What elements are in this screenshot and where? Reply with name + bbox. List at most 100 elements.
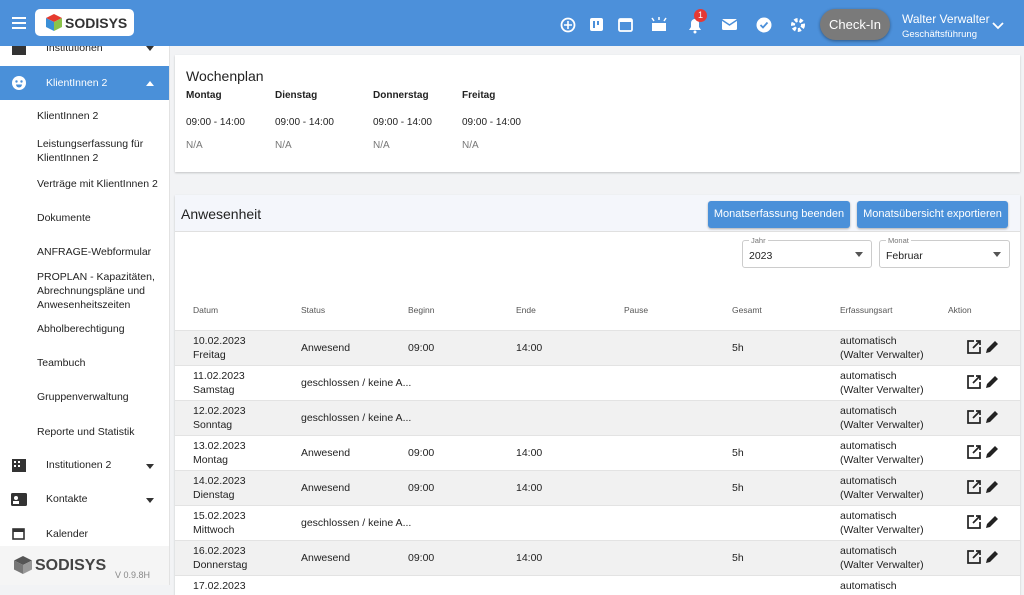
nav-item[interactable]: Kalender (46, 528, 89, 540)
building-icon (12, 459, 26, 472)
cell: 14:00 (516, 447, 543, 459)
cell: Dienstag (193, 489, 235, 501)
actions (966, 549, 1000, 570)
card-title: Wochenplan (186, 68, 264, 84)
user-chevron[interactable] (992, 22, 1004, 30)
day-time: 09:00 - 14:00 (373, 117, 432, 128)
cell: Anwesend (301, 482, 351, 494)
cell: 17.02.2023 (193, 580, 246, 592)
cell: (Walter Verwalter) (840, 454, 924, 466)
sidebar-footer: SODISYS V 0.9.8H (0, 546, 169, 585)
cell: geschlossen / keine A... (301, 412, 412, 424)
select-value: 2023 (749, 250, 773, 262)
table-row: 13.02.2023 Montag Anwesend 09:00 14:00 5h auto… (175, 435, 1020, 470)
nav-sub-item[interactable]: ANFRAGE-Webformular (37, 246, 152, 258)
card-title: Anwesenheit (181, 206, 262, 222)
day-note: N/A (186, 140, 203, 151)
button[interactable]: Monatsübersicht exportieren (857, 201, 1008, 228)
cell: automatisch (840, 580, 897, 592)
nav-sub-item[interactable]: Gruppenverwaltung (37, 391, 129, 403)
nav-item[interactable]: Kontakte (46, 493, 88, 505)
select-label: Monat (886, 236, 911, 245)
caret (993, 252, 1001, 257)
caret (146, 464, 154, 469)
anwesenheit-card: Anwesenheit Monatserfassung beenden Mona… (175, 195, 1020, 595)
actions (966, 409, 1000, 430)
table-row: 11.02.2023 Samstag geschlossen / keine A..… (175, 365, 1020, 400)
user-name[interactable]: Walter Verwalter (902, 12, 990, 26)
logo-box[interactable]: SODISYS (35, 9, 134, 36)
nav-sub-item[interactable]: Abholberechtigung (37, 323, 125, 335)
logo-text: SODISYS (65, 15, 128, 31)
cell: 11.02.2023 (193, 370, 245, 382)
nav-sub-item[interactable]: Teambuch (37, 357, 86, 369)
nav-sub-item[interactable]: Reporte und Statistik (37, 426, 135, 438)
smile-icon (12, 76, 26, 90)
building-icon (12, 46, 26, 55)
day-time: 09:00 - 14:00 (186, 117, 245, 128)
cell: 10.02.2023 (193, 335, 246, 347)
contacts-icon (11, 493, 27, 506)
cell: geschlossen / keine A... (301, 377, 412, 389)
caret (855, 252, 863, 257)
cell: 5h (732, 447, 744, 459)
column-header: Beginn (408, 305, 435, 315)
nav-item[interactable]: Institutionen 2 (46, 459, 112, 471)
nav-sub-item[interactable]: Verträge mit KlientInnen 2 (37, 178, 158, 190)
actions (966, 479, 1000, 500)
cell: 09:00 (408, 447, 435, 459)
table-row: 15.02.2023 Mittwoch geschlossen / keine A.… (175, 505, 1020, 540)
column-header: Status (301, 305, 326, 315)
version: V 0.9.8H (115, 570, 151, 580)
caret (146, 498, 154, 503)
column-header: Aktion (948, 305, 972, 315)
nav-item-active[interactable]: KlientInnen 2 (0, 66, 169, 100)
nav-sub-item[interactable]: Leistungserfassung für KlientInnen 2 (37, 138, 144, 164)
day-time: 09:00 - 14:00 (462, 117, 521, 128)
cell: automatisch (840, 510, 897, 522)
row-actions[interactable] (966, 409, 1000, 425)
cell: automatisch (840, 440, 897, 452)
nav-sub-item[interactable]: PROPLAN - Kapazitäten, Abrechnungspläne … (37, 271, 155, 311)
cell: 14.02.2023 (193, 475, 246, 487)
nav-sub-item[interactable]: Dokumente (37, 212, 91, 224)
row-actions[interactable] (966, 479, 1000, 495)
cell: Mittwoch (193, 524, 235, 536)
day-name: Donnerstag (373, 90, 429, 101)
menu-icon[interactable] (12, 16, 28, 30)
cell: Anwesend (301, 342, 351, 354)
row-actions[interactable] (966, 549, 1000, 565)
nav-label: KlientInnen 2 (46, 77, 108, 89)
cell: Montag (193, 454, 229, 466)
cell: 16.02.2023 (193, 545, 246, 557)
day-name: Montag (186, 90, 222, 101)
cell: 13.02.2023 (193, 440, 246, 452)
cell: 09:00 (408, 482, 435, 494)
select[interactable]: Monat Februar (879, 236, 1010, 268)
row-actions[interactable] (966, 339, 1000, 355)
checkin-button[interactable]: Check-In (820, 9, 890, 40)
day-time: 09:00 - 14:00 (275, 117, 334, 128)
cell: Freitag (193, 349, 226, 361)
cell: (Walter Verwalter) (840, 489, 924, 501)
select-label: Jahr (749, 236, 768, 245)
column-header: Erfassungsart (840, 305, 893, 315)
nav-item[interactable]: Institutionen (46, 46, 103, 54)
table-row: 14.02.2023 Dienstag Anwesend 09:00 14:00 5h au… (175, 470, 1020, 505)
cell: Anwesend (301, 447, 351, 459)
cell: automatisch (840, 370, 897, 382)
nav-sub-item[interactable]: KlientInnen 2 (37, 110, 99, 122)
select[interactable]: Jahr 2023 (742, 236, 872, 268)
row-actions[interactable] (966, 514, 1000, 530)
row-actions[interactable] (966, 444, 1000, 460)
cell: automatisch (840, 545, 897, 557)
button[interactable]: Monatserfassung beenden (708, 201, 850, 228)
day-note: N/A (275, 140, 292, 151)
cell: 5h (732, 482, 744, 494)
cell: (Walter Verwalter) (840, 559, 924, 571)
row-actions[interactable] (966, 374, 1000, 390)
actions (966, 374, 1000, 395)
footer-logo-icon (14, 556, 32, 574)
cell: (Walter Verwalter) (840, 524, 924, 536)
